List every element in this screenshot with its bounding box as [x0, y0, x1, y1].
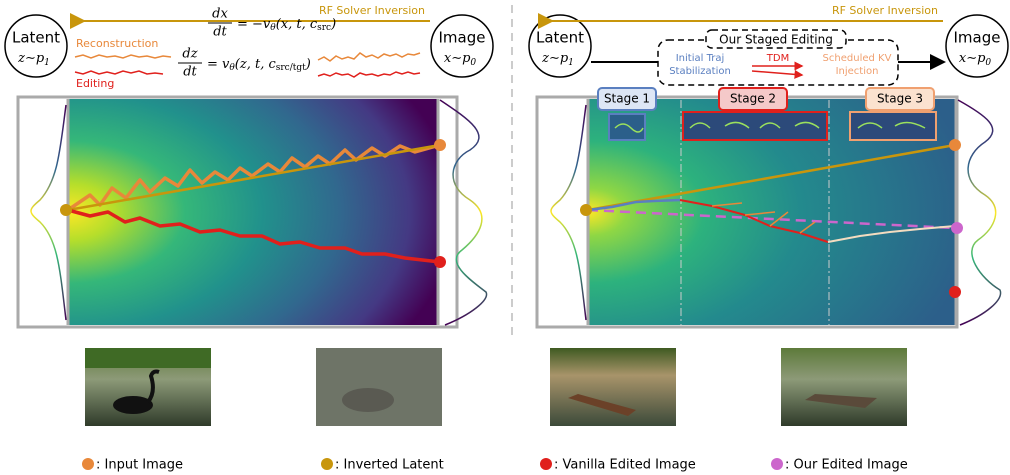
ellipse	[113, 396, 153, 414]
label: Stage 2	[730, 92, 776, 106]
label: dt	[213, 25, 227, 40]
right-panel: Latent z∼p1 Image x∼p0 RF Solver Inversi…	[529, 4, 1008, 327]
photos	[85, 348, 907, 426]
label: RF Solver Inversion	[832, 4, 938, 17]
label: z∼p	[17, 51, 45, 66]
legend: : Input Image : Inverted Latent : Vanill…	[82, 458, 908, 473]
circle	[771, 458, 783, 470]
label: )	[330, 17, 336, 32]
path	[318, 72, 420, 77]
label: 0	[985, 58, 991, 68]
text: = vθ(z, t, csrc/tgt)	[207, 57, 311, 73]
label: Stage 1	[604, 92, 650, 106]
path	[75, 55, 171, 58]
label: : Inverted Latent	[335, 458, 444, 473]
label: : Input Image	[96, 458, 183, 473]
rect	[316, 348, 442, 426]
label: Latent	[12, 29, 60, 47]
label: = −v	[237, 17, 271, 32]
label: Image	[439, 29, 486, 47]
figure: Latent z∼p1 Image x∼p0 RF Solver Inversi…	[0, 0, 1010, 475]
label: Reconstruction	[76, 37, 158, 50]
path	[958, 100, 1001, 325]
circle	[951, 222, 963, 234]
path	[75, 71, 163, 74]
label: : Our Edited Image	[785, 458, 908, 473]
rect	[85, 348, 211, 368]
label: x∼p	[444, 51, 471, 66]
rect	[550, 348, 676, 426]
label: dt	[183, 65, 197, 80]
label: (x, t, c	[276, 17, 318, 32]
label: Stabilization	[669, 66, 731, 77]
label: Latent	[536, 29, 584, 47]
circle	[321, 458, 333, 470]
label: RF Solver Inversion	[319, 4, 425, 17]
label: (z, t, c	[235, 57, 277, 72]
label: 1	[44, 58, 50, 68]
circle	[949, 286, 961, 298]
circle	[60, 204, 72, 216]
label: dz	[182, 47, 197, 62]
rect	[68, 99, 438, 325]
circle	[580, 204, 592, 216]
label: = v	[207, 57, 230, 72]
label: Editing	[76, 77, 114, 90]
rect	[609, 114, 645, 140]
label: src/tgt	[276, 63, 306, 73]
label: Injection	[836, 66, 879, 77]
label: dx	[212, 7, 228, 22]
path	[318, 53, 420, 61]
circle	[434, 256, 446, 268]
label: Image	[954, 29, 1001, 47]
label: : Vanilla Edited Image	[554, 458, 696, 473]
ellipse	[342, 388, 394, 412]
label: x∼p	[959, 51, 986, 66]
rect	[781, 348, 907, 426]
label: 1	[568, 58, 574, 68]
rect	[850, 112, 936, 140]
rect	[683, 112, 827, 140]
label: Our Staged Editing	[719, 33, 833, 47]
left-panel: Latent z∼p1 Image x∼p0 RF Solver Inversi…	[5, 4, 493, 327]
label: src	[317, 23, 331, 33]
circle	[434, 139, 446, 151]
label: Initial Traj	[676, 53, 725, 64]
label: Stage 3	[877, 92, 923, 106]
circle	[540, 458, 552, 470]
circle	[949, 139, 961, 151]
label: TDM	[766, 53, 789, 64]
circle	[82, 458, 94, 470]
label: z∼p	[541, 51, 569, 66]
label: )	[305, 57, 311, 72]
label: Scheduled KV	[823, 53, 892, 64]
text: = −vθ(x, t, csrc)	[237, 17, 336, 33]
label: 0	[470, 58, 476, 68]
